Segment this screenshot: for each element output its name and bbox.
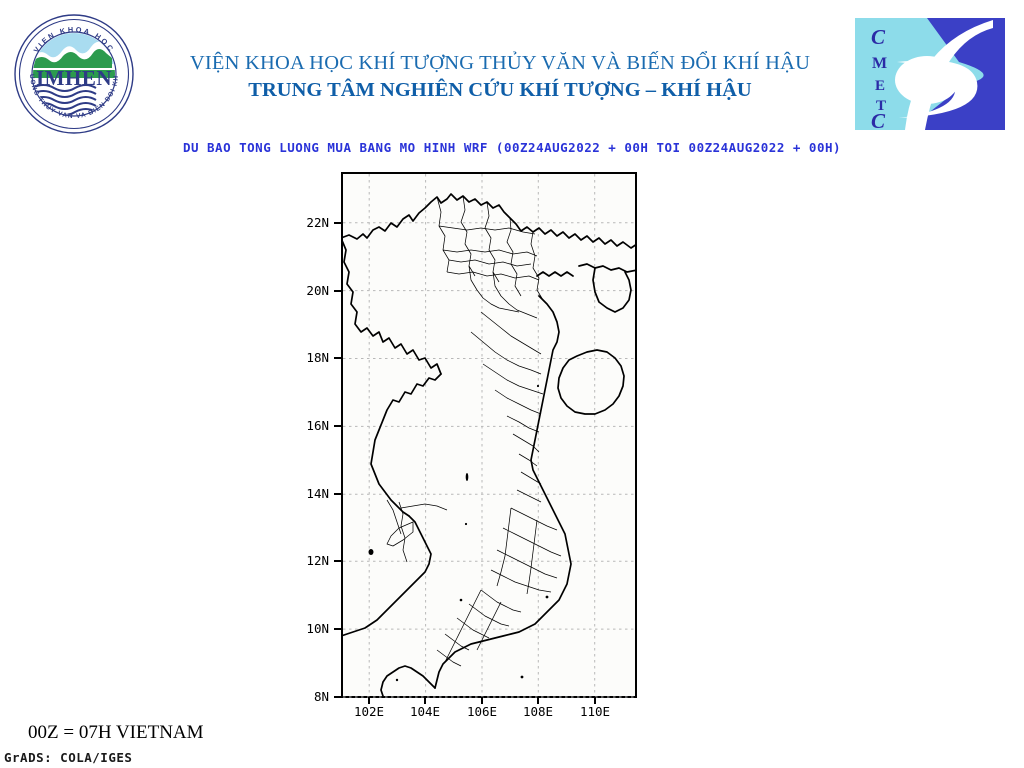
map-canvas — [341, 174, 637, 698]
map-province-boundaries — [386, 195, 562, 667]
ytick-mark-16n — [334, 425, 341, 427]
cmetc-logo-svg: C M E T C — [855, 18, 1005, 133]
institute-title: VIỆN KHOA HỌC KHÍ TƯỢNG THỦY VĂN VÀ BIẾN… — [189, 52, 811, 74]
xtick-label-108e: 108E — [522, 704, 554, 719]
cmetc-letter-c-bottom: C — [871, 109, 886, 130]
xtick-mark-102e — [368, 697, 370, 704]
cmetc-letter-e: E — [875, 78, 885, 94]
xtick-mark-108e — [537, 697, 539, 704]
ytick-mark-22n — [334, 222, 341, 224]
cmetc-letter-m: M — [872, 55, 887, 72]
cmetc-logo: C M E T C — [855, 18, 1005, 133]
grads-credit: GrADS: COLA/IGES — [4, 750, 133, 765]
ytick-mark-20n — [334, 290, 341, 292]
chart-title: DU BAO TONG LUONG MUA BANG MO HINH WRF (… — [182, 140, 842, 155]
ytick-label-12n: 12N — [306, 553, 329, 568]
xtick-label-110e: 110E — [579, 704, 611, 719]
imhen-wordmark: IMHEN — [36, 66, 112, 90]
map-gridlines — [343, 174, 635, 698]
xtick-label-104e: 104E — [409, 704, 441, 719]
imhen-logo: IMHEN VIEN KHOA HOC KHI TUONG THUY VAN V… — [9, 7, 136, 136]
ytick-label-8n: 8N — [313, 689, 329, 704]
xtick-mark-110e — [594, 697, 596, 704]
cmetc-letter-c-top: C — [871, 25, 886, 49]
ytick-label-10n: 10N — [306, 621, 329, 636]
ytick-label-16n: 16N — [306, 418, 329, 433]
ytick-mark-8n — [334, 696, 341, 698]
ytick-mark-18n — [334, 357, 341, 359]
map-island-specks — [368, 384, 549, 682]
ytick-mark-12n — [334, 560, 341, 562]
map-plot-area — [341, 172, 637, 698]
plot-frame — [341, 172, 637, 698]
organization-titles: VIỆN KHOA HỌC KHÍ TƯỢNG THỦY VĂN VÀ BIẾN… — [150, 52, 850, 102]
xtick-mark-104e — [424, 697, 426, 704]
ytick-mark-14n — [334, 493, 341, 495]
xtick-mark-106e — [481, 697, 483, 704]
vietnam-time-note: 00Z = 07H VIETNAM — [28, 722, 204, 743]
xtick-label-106e: 106E — [466, 704, 498, 719]
ytick-mark-10n — [334, 628, 341, 630]
cmetc-letter-t: T — [876, 98, 886, 114]
xtick-label-102e: 102E — [353, 704, 385, 719]
map-country-borders — [341, 193, 637, 697]
ytick-label-18n: 18N — [306, 350, 329, 365]
center-title: TRUNG TÂM NGHIÊN CỨU KHÍ TƯỢNG – KHÍ HẬU — [248, 79, 752, 101]
ytick-label-22n: 22N — [306, 215, 329, 230]
ytick-label-20n: 20N — [306, 283, 329, 298]
ytick-label-14n: 14N — [306, 486, 329, 501]
imhen-logo-svg: IMHEN VIEN KHOA HOC KHI TUONG THUY VAN V… — [9, 7, 134, 134]
